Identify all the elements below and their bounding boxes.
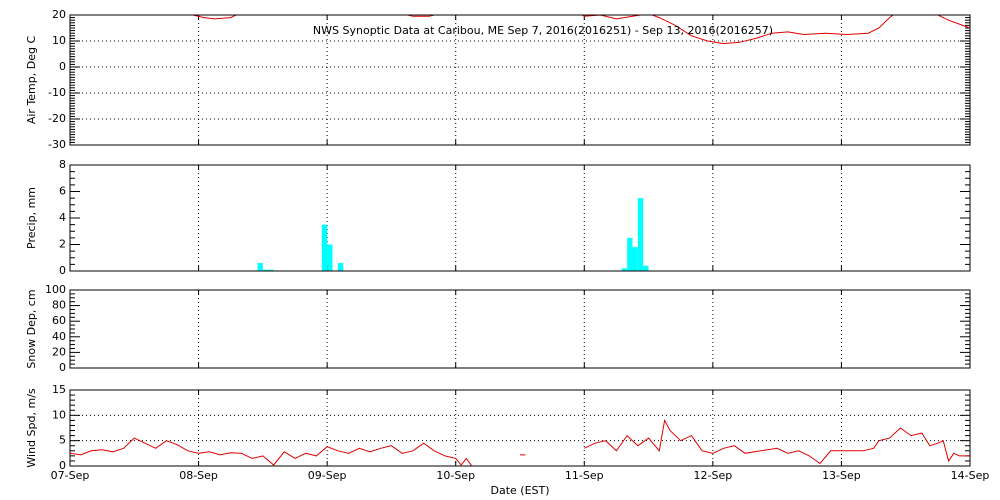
bar <box>262 269 269 271</box>
x-axis-label: Date (EST) <box>490 484 549 497</box>
panel-frame <box>69 289 971 369</box>
y-tick-label: 2 <box>59 238 66 251</box>
bar <box>643 265 649 271</box>
y-tick-label: 20 <box>52 345 66 358</box>
panel-frame <box>69 389 971 467</box>
y-tick-label: -20 <box>48 112 66 125</box>
x-tick-label: 11-Sep <box>565 469 604 482</box>
y-tick-label: 15 <box>52 383 66 396</box>
y-tick-label: -10 <box>48 86 66 99</box>
plot <box>70 418 970 466</box>
y-tick-label: 10 <box>52 408 66 421</box>
bar <box>632 247 638 271</box>
y-axis-label: Wind Spd, m/s <box>25 388 38 468</box>
x-tick-label: 14-Sep <box>951 469 990 482</box>
bar <box>257 263 263 271</box>
y-tick-label: 0 <box>59 264 66 277</box>
bar <box>637 198 644 271</box>
x-tick-label: 09-Sep <box>308 469 347 482</box>
y-axis-label: Air Temp, Deg C <box>25 36 38 125</box>
bar <box>337 263 344 271</box>
y-tick-label: 80 <box>52 299 66 312</box>
panel-frame <box>69 14 971 146</box>
line <box>70 418 970 466</box>
line <box>70 15 970 45</box>
y-tick-label: 100 <box>45 283 66 296</box>
bar <box>268 269 274 271</box>
x-tick-label: 10-Sep <box>436 469 475 482</box>
y-tick-label: 10 <box>52 34 66 47</box>
chart-title: NWS Synoptic Data at Caribou, ME Sep 7, … <box>313 24 773 37</box>
y-tick-label: -30 <box>48 138 66 151</box>
bar <box>327 244 333 271</box>
y-tick-label: 0 <box>59 60 66 73</box>
y-tick-label: 40 <box>52 330 66 343</box>
y-tick-label: 6 <box>59 185 66 198</box>
plot <box>257 198 649 271</box>
y-tick-label: 20 <box>52 8 66 21</box>
x-tick-label: 12-Sep <box>694 469 733 482</box>
x-tick-label: 08-Sep <box>179 469 218 482</box>
x-tick-label: 07-Sep <box>51 469 90 482</box>
y-axis-label: Precip, mm <box>25 187 38 249</box>
plot <box>70 15 970 45</box>
bar <box>321 224 328 271</box>
panel-frame <box>69 164 971 272</box>
y-axis-label: Snow Dep, cm <box>25 289 38 368</box>
y-tick-label: 0 <box>59 361 66 374</box>
x-tick-label: 13-Sep <box>822 469 861 482</box>
y-tick-label: 60 <box>52 314 66 327</box>
y-tick-label: 5 <box>59 434 66 447</box>
y-tick-label: 8 <box>59 158 66 171</box>
bar <box>627 237 633 271</box>
y-tick-label: 0 <box>59 459 66 472</box>
y-tick-label: 4 <box>59 211 66 224</box>
bar <box>621 268 628 271</box>
